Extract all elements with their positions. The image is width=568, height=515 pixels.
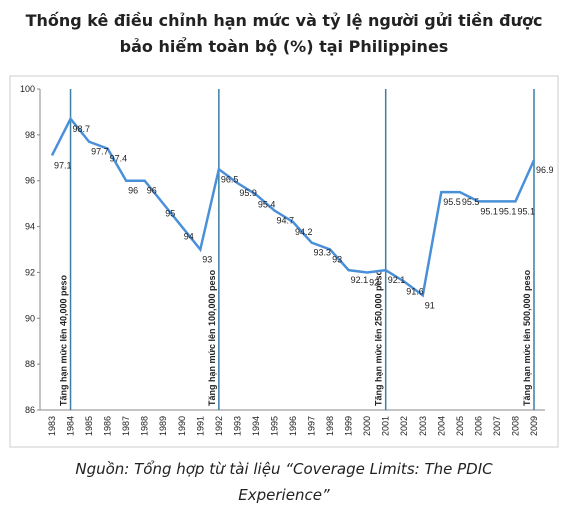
x-tick-label: 1993 [232,416,242,436]
data-label: 95 [165,209,175,219]
x-tick-label: 1984 [66,416,76,436]
x-tick-label: 1985 [84,416,94,436]
annotation: Tăng hạn mức lên 40,000 peso [59,274,69,406]
data-label: 97.7 [91,147,109,157]
x-tick-label: 1987 [121,416,131,436]
x-tick-label: 2003 [418,416,428,436]
data-label: 91.6 [406,287,424,297]
data-label: 96.9 [536,165,554,175]
x-tick-label: 2001 [381,416,391,436]
x-tick-label: 1992 [214,416,224,436]
data-label: 95.9 [239,188,257,198]
x-tick-label: 2005 [455,416,465,436]
x-tick-label: 1990 [177,416,187,436]
data-label: 93.3 [314,248,332,258]
x-tick-label: 2008 [510,416,520,436]
data-label: 91 [425,300,435,310]
y-tick-label: 94 [25,222,35,232]
data-label: 95.1 [480,206,498,216]
data-label: 94.2 [295,227,313,237]
x-tick-label: 1991 [195,416,205,436]
y-tick-label: 98 [25,130,35,140]
y-tick-label: 86 [25,405,35,415]
annotation: Tăng hạn mức lên 500,000 peso [522,269,532,406]
data-label: 96 [147,186,157,196]
data-label: 95.5 [443,197,461,207]
data-label: 94 [184,232,194,242]
x-tick-label: 1983 [47,416,57,436]
data-label: 93 [332,255,342,265]
y-tick-label: 96 [25,176,35,186]
data-label: 92 [369,277,379,287]
x-tick-label: 1998 [325,416,335,436]
chart: 86 88 90 92 94 96 98 100 1983 1984 1985 1986 1987 198… [9,75,559,448]
x-tick-label: 1999 [344,416,354,436]
data-label: 95.5 [462,197,480,207]
data-label: 95.1 [517,206,535,216]
chart-title: Thống kê điều chỉnh hạn mức và tỷ lệ ngư… [25,11,543,56]
line [50,116,536,298]
data-label: 95.4 [258,199,276,209]
x-tick-label: 1988 [140,416,150,436]
frame [9,75,559,448]
x-tick-label: 1995 [269,416,279,436]
x-tick-label: 1986 [103,416,113,436]
x-tick-label: 1997 [307,416,317,436]
source-note: Nguồn: Tổng hợp từ tài liệu “Coverage Li… [75,460,493,504]
data-label: 92.1 [351,275,369,285]
data-label: 93 [202,255,212,265]
data-label: 97.1 [54,160,72,170]
x-tick-label: 1994 [251,416,261,436]
annotation: Tăng hạn mức lên 250,000 peso [374,269,384,406]
y-tick-label: 92 [25,267,35,277]
x-tick-label: 1989 [158,416,168,436]
data-label: 96.5 [221,174,239,184]
y-tick-label: 100 [20,84,35,94]
x-tick-label: 2002 [399,416,409,436]
x-tick-label: 1996 [288,416,298,436]
data-label: 92.1 [388,275,406,285]
x-tick-label: 2007 [492,416,502,436]
data-label: 94.7 [276,216,294,226]
data-label: 97.4 [110,154,128,164]
y-tick-label: 90 [25,313,35,323]
x-tick-label: 2000 [362,416,372,436]
data-label: 96 [128,186,138,196]
x-tick-label: 2009 [529,416,539,436]
y-tick-label: 88 [25,359,35,369]
data-label: 98.7 [73,124,91,134]
x-tick-label: 2006 [473,416,483,436]
x-tick-label: 2004 [436,416,446,436]
annotation: Tăng hạn mức lên 100,000 peso [207,269,217,406]
data-label: 95.1 [499,206,517,216]
